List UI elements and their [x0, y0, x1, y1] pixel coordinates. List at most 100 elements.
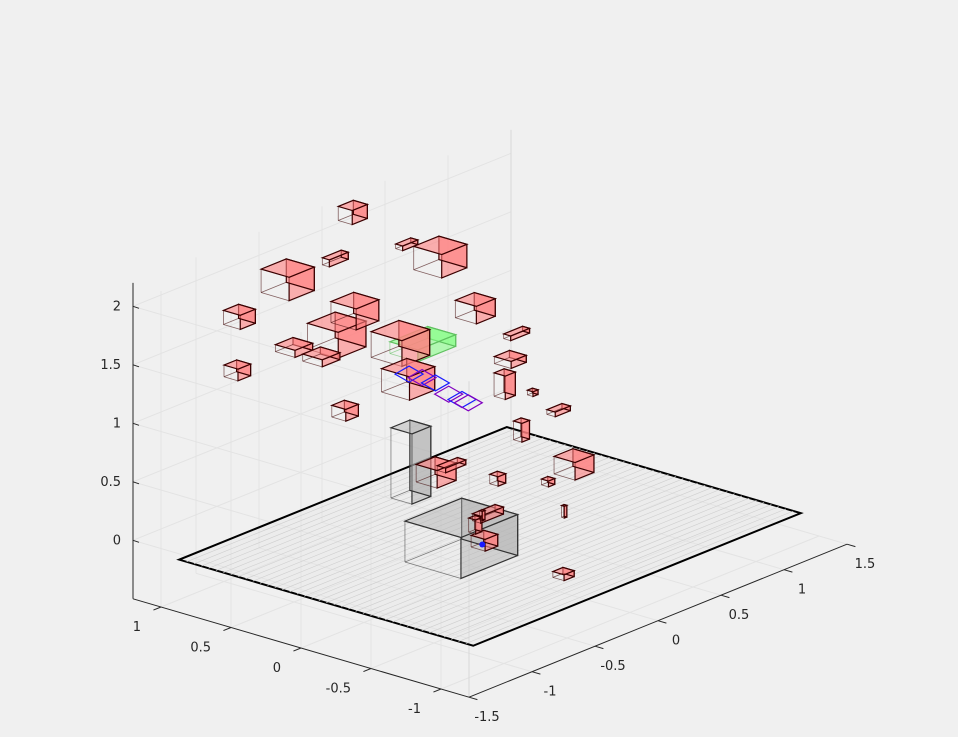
z-tick-label: 1.5 [100, 358, 121, 373]
cube-edge [470, 546, 486, 552]
x-tick-mark [720, 594, 730, 599]
y-tick-label: 0.5 [190, 641, 211, 656]
cube-face [221, 303, 258, 316]
cube-edge [416, 481, 438, 489]
x-tick-label: -1 [544, 685, 557, 700]
cube-face [492, 368, 518, 377]
cube-edge [331, 411, 345, 418]
floor-hatch-line [392, 489, 721, 623]
cube-edge [455, 309, 475, 319]
cube-edge [260, 292, 290, 302]
floor-hatch-line [414, 495, 743, 629]
cube-edge [455, 317, 477, 325]
obstacle-box [492, 349, 529, 370]
obstacle-box [525, 387, 540, 398]
floor-hatch-line [223, 439, 552, 573]
obstacle-box [551, 566, 576, 582]
cube-edge [553, 465, 574, 475]
obstacle-box [222, 359, 253, 382]
floor-hatch-line [237, 443, 566, 578]
x-tick-label: 0 [672, 634, 680, 649]
cube-edge [503, 330, 523, 340]
cube-edge [489, 483, 499, 487]
cube-face [539, 475, 557, 482]
floor-hatch-line [377, 484, 706, 619]
cube-edge [503, 338, 511, 342]
cube-edge [437, 461, 458, 471]
floor-hatch-line [201, 433, 529, 567]
cube-edge [322, 256, 342, 266]
grid-line [370, 515, 750, 669]
cube-edge [493, 391, 505, 397]
floor-hatch-line [436, 502, 765, 636]
x-tick-label: 1 [798, 583, 806, 598]
obstacle-box [559, 503, 569, 519]
cube-face [336, 199, 370, 212]
x-tick-mark [783, 569, 793, 573]
y-tick-mark [433, 688, 442, 693]
cube-edge [468, 531, 476, 535]
obstacle-box [411, 235, 469, 279]
floor-hatch-line [186, 428, 515, 563]
floor-hatch-line [370, 482, 699, 616]
cube-edge [275, 351, 296, 358]
cube-edge [330, 322, 357, 331]
obstacle-box [470, 503, 506, 525]
cube-face [435, 456, 468, 469]
obstacle-box [477, 508, 487, 522]
floor-hatch-line [208, 435, 537, 569]
path-pose-marker [453, 394, 484, 412]
obstacle-box [487, 470, 508, 488]
cube-edge [413, 269, 442, 279]
cube-edge [489, 480, 498, 485]
cube-face [511, 417, 532, 425]
cube-face [369, 319, 432, 342]
cube-edge [513, 439, 523, 443]
cube-face [545, 402, 573, 413]
z-tick-mark [132, 422, 140, 426]
y-tick-mark [223, 627, 232, 632]
cube-edge [546, 407, 563, 415]
obstacle-box [259, 258, 317, 302]
y-tick-label: 0 [273, 661, 281, 676]
cube-face [470, 503, 506, 517]
cube-edge [330, 313, 354, 323]
cube-edge [338, 213, 354, 221]
floor-hatch-line [451, 506, 779, 640]
floor-hatch-line [355, 478, 684, 612]
obstacle-box [492, 367, 518, 401]
cube-edge [331, 416, 346, 422]
cube-face [300, 346, 342, 361]
cube-face [273, 336, 315, 352]
obstacle-box [320, 249, 351, 268]
cube-edge [223, 376, 239, 382]
z-tick-mark [132, 539, 140, 543]
cube-face [469, 529, 500, 541]
cube-face [320, 249, 351, 261]
cube-face [525, 387, 540, 393]
y-tick-label: -1 [408, 702, 421, 717]
floor-hatch-line [193, 431, 522, 565]
floor-hatch-line [296, 461, 625, 595]
x-tick-label: -1.5 [474, 710, 499, 725]
floor-hatch-line [362, 480, 691, 614]
floor-hatch-line [428, 499, 757, 634]
cube-face [477, 508, 487, 513]
path-pose-marker [406, 368, 438, 387]
cube-edge [541, 481, 548, 486]
cube-edge [552, 572, 564, 578]
cube-edge [527, 392, 533, 396]
floor-hatch-line [340, 474, 669, 608]
floor-hatch-line [267, 452, 596, 586]
y-tick-label: -0.5 [326, 682, 351, 697]
cube-edge [381, 391, 410, 401]
floor-hatch-line [230, 441, 559, 575]
cube-face [379, 357, 437, 378]
cube-edge [223, 371, 237, 378]
z-tick-label: 1 [113, 416, 121, 431]
tick-labels: -1.5 -1 -0.5 0 0.5 1 1.5 -1 -0.5 0 0.5 1 0 0.5 1 1.5 2 [100, 282, 875, 725]
floor-hatch-line [252, 448, 581, 582]
grid-line [300, 494, 680, 649]
z-tick-mark [132, 305, 140, 309]
